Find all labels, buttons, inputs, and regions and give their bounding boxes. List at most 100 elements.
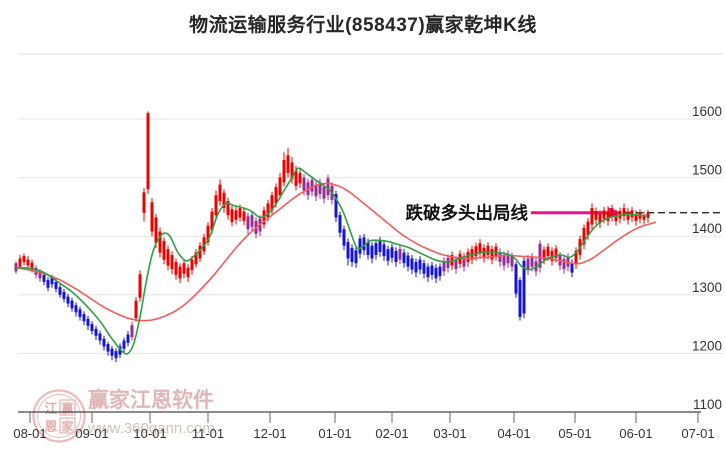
candle <box>318 178 322 199</box>
candle-body <box>82 314 86 322</box>
candle-body <box>278 177 282 196</box>
candle-body <box>634 213 638 221</box>
candle-body <box>378 240 382 252</box>
candle <box>518 277 522 321</box>
candle <box>526 255 530 275</box>
candle <box>358 235 362 259</box>
candle-body <box>22 256 26 262</box>
candle-body <box>622 208 626 217</box>
candle-body <box>582 228 586 245</box>
candle-body <box>102 338 106 347</box>
y-tick-label: 1600 <box>692 104 722 119</box>
x-tick-label: 05-01 <box>558 426 591 441</box>
candle <box>162 237 166 265</box>
candle-body <box>326 178 330 196</box>
watermark: 江赢恩 家赢家江恩软件 www.360gann.com <box>32 388 215 443</box>
candle <box>446 254 450 273</box>
candle <box>482 244 486 263</box>
candle-body <box>310 179 314 192</box>
candle <box>426 263 430 282</box>
candle-body <box>214 195 218 216</box>
candle-body <box>190 259 194 271</box>
candle <box>26 256 30 269</box>
candle <box>478 239 482 259</box>
candle <box>338 211 342 238</box>
candle <box>118 343 122 359</box>
candle <box>574 247 578 269</box>
candle-body <box>498 252 502 262</box>
candle-body <box>130 325 134 337</box>
y-tick-label: 1500 <box>692 163 722 178</box>
candle-body <box>46 280 50 288</box>
candle <box>562 255 566 274</box>
candle <box>342 225 346 251</box>
x-tick-label: 07-01 <box>681 426 714 441</box>
candle-body <box>574 250 578 265</box>
candle-body <box>154 217 158 244</box>
candle <box>350 244 354 267</box>
candle-body <box>502 255 506 266</box>
candle-body <box>134 300 138 319</box>
candle <box>18 255 22 269</box>
candle <box>106 341 110 356</box>
candle-body <box>566 256 570 267</box>
candle <box>138 270 142 302</box>
seal-outer-ring <box>32 389 86 443</box>
candle-body <box>242 211 246 221</box>
candle-body <box>342 229 346 246</box>
x-tick-label: 06-01 <box>619 426 652 441</box>
candle-body <box>334 194 338 218</box>
candle-body <box>594 211 598 220</box>
candle <box>634 210 638 226</box>
candle-body <box>642 215 646 220</box>
candle-body <box>358 238 362 254</box>
candle-body <box>18 258 22 267</box>
candle-body <box>302 177 306 191</box>
candle-body <box>614 212 618 221</box>
candle-body <box>206 225 210 243</box>
candle-body <box>518 280 522 317</box>
x-axis: 08-01 09-01 10-01 11-01 12-01 01-01 02-01 03-01… <box>13 411 715 441</box>
y-axis-labels: 1600 1500 1400 1300 1200 1100 <box>692 104 722 412</box>
candle <box>382 240 386 261</box>
x-tick-label: 02-01 <box>375 426 408 441</box>
candle-body <box>90 324 94 332</box>
candle-body <box>610 208 614 217</box>
candle <box>430 262 434 280</box>
candle-body <box>434 267 438 279</box>
candle-body <box>590 208 594 225</box>
grid-layer <box>18 53 723 354</box>
candle-body <box>250 215 254 227</box>
candle <box>418 256 422 275</box>
candle-body <box>442 260 446 272</box>
candle-body <box>346 242 350 259</box>
candle-body <box>182 263 186 274</box>
candle <box>70 297 74 312</box>
candle-body <box>414 262 418 273</box>
seal-char-box <box>59 399 76 416</box>
candle <box>442 257 446 276</box>
candle <box>622 203 626 221</box>
candle-body <box>142 192 146 213</box>
candle-body <box>466 252 470 262</box>
candle-body <box>394 250 398 262</box>
candle-body <box>438 266 442 277</box>
bulls-exit-label: 跌破多头出局线 <box>406 203 529 223</box>
candle <box>74 302 78 317</box>
candle-body <box>166 249 170 266</box>
candle-body <box>430 265 434 275</box>
candle-body <box>274 187 278 204</box>
seal-char-box <box>59 417 76 434</box>
candle-body <box>546 246 550 257</box>
candle-body <box>230 209 234 223</box>
candle-body <box>86 318 90 326</box>
y-tick-label: 1100 <box>693 397 722 412</box>
candle <box>286 147 290 178</box>
candle <box>98 330 102 345</box>
ma-line-green <box>15 167 649 355</box>
candle <box>146 111 150 194</box>
candle <box>234 206 238 225</box>
candle <box>226 197 230 220</box>
candle <box>278 172 282 200</box>
candle-body <box>26 259 30 266</box>
